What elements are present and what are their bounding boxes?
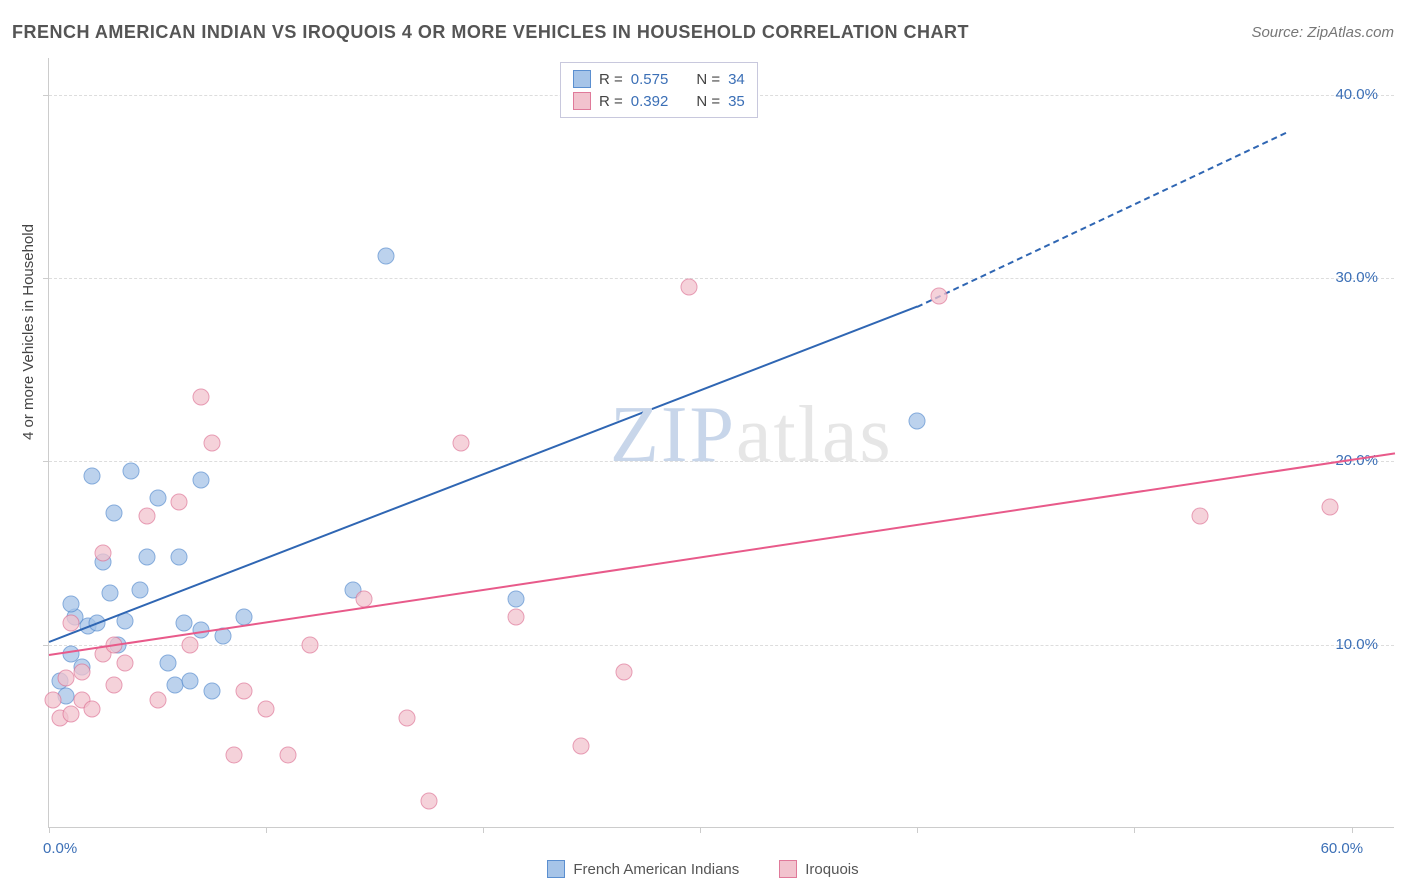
- data-point: [507, 590, 524, 607]
- data-point: [1321, 499, 1338, 516]
- data-point: [101, 585, 118, 602]
- data-point: [175, 614, 192, 631]
- data-point: [95, 545, 112, 562]
- data-point: [45, 691, 62, 708]
- trend-line-extrapolated: [917, 131, 1287, 307]
- data-point: [149, 691, 166, 708]
- data-point: [84, 468, 101, 485]
- data-point: [258, 700, 275, 717]
- data-point: [420, 792, 437, 809]
- legend-series-label: Iroquois: [805, 861, 858, 878]
- legend-series: French American Indians Iroquois: [0, 860, 1406, 878]
- data-point: [62, 614, 79, 631]
- data-point: [106, 504, 123, 521]
- legend-swatch: [547, 860, 565, 878]
- data-point: [149, 490, 166, 507]
- gridline: [49, 461, 1394, 462]
- data-point: [171, 493, 188, 510]
- legend-swatch: [573, 70, 591, 88]
- data-point: [1191, 508, 1208, 525]
- legend-series-item: French American Indians: [547, 860, 739, 878]
- legend-n-value: 34: [728, 71, 745, 88]
- y-tick-label: 40.0%: [1335, 86, 1378, 103]
- data-point: [182, 673, 199, 690]
- data-point: [225, 746, 242, 763]
- legend-swatch: [573, 92, 591, 110]
- legend-r-value: 0.392: [631, 93, 669, 110]
- x-tick-label-max: 60.0%: [1321, 840, 1364, 857]
- data-point: [279, 746, 296, 763]
- data-point: [73, 664, 90, 681]
- data-point: [399, 710, 416, 727]
- trend-line: [49, 452, 1395, 656]
- data-point: [909, 413, 926, 430]
- legend-swatch: [779, 860, 797, 878]
- data-point: [192, 389, 209, 406]
- data-point: [453, 435, 470, 452]
- legend-stats: R = 0.575 N = 34 R = 0.392 N = 35: [560, 62, 758, 118]
- data-point: [203, 682, 220, 699]
- y-tick-label: 10.0%: [1335, 636, 1378, 653]
- data-point: [681, 279, 698, 296]
- legend-stat-row: R = 0.392 N = 35: [573, 90, 745, 112]
- gridline: [49, 645, 1394, 646]
- legend-n-label: N =: [696, 93, 720, 110]
- data-point: [203, 435, 220, 452]
- data-point: [616, 664, 633, 681]
- y-axis-label: 4 or more Vehicles in Household: [20, 224, 37, 440]
- data-point: [132, 581, 149, 598]
- plot-area: 10.0%20.0%30.0%40.0%: [48, 58, 1394, 828]
- data-point: [182, 636, 199, 653]
- data-point: [192, 471, 209, 488]
- data-point: [236, 682, 253, 699]
- x-tick-label-min: 0.0%: [43, 840, 77, 857]
- chart-source: Source: ZipAtlas.com: [1251, 24, 1394, 41]
- data-point: [377, 248, 394, 265]
- data-point: [572, 737, 589, 754]
- legend-r-label: R =: [599, 93, 623, 110]
- data-point: [507, 609, 524, 626]
- data-point: [171, 548, 188, 565]
- chart-title: FRENCH AMERICAN INDIAN VS IROQUOIS 4 OR …: [12, 22, 969, 43]
- legend-n-label: N =: [696, 71, 720, 88]
- legend-series-label: French American Indians: [573, 861, 739, 878]
- y-tick-label: 30.0%: [1335, 269, 1378, 286]
- trend-line: [49, 306, 918, 643]
- data-point: [931, 288, 948, 305]
- data-point: [84, 700, 101, 717]
- legend-r-label: R =: [599, 71, 623, 88]
- gridline: [49, 278, 1394, 279]
- data-point: [116, 655, 133, 672]
- data-point: [160, 655, 177, 672]
- legend-stat-row: R = 0.575 N = 34: [573, 68, 745, 90]
- data-point: [123, 462, 140, 479]
- data-point: [138, 548, 155, 565]
- data-point: [138, 508, 155, 525]
- data-point: [301, 636, 318, 653]
- chart-header: FRENCH AMERICAN INDIAN VS IROQUOIS 4 OR …: [12, 22, 1394, 43]
- legend-r-value: 0.575: [631, 71, 669, 88]
- legend-series-item: Iroquois: [779, 860, 858, 878]
- data-point: [62, 596, 79, 613]
- data-point: [62, 706, 79, 723]
- data-point: [106, 677, 123, 694]
- data-point: [355, 590, 372, 607]
- legend-n-value: 35: [728, 93, 745, 110]
